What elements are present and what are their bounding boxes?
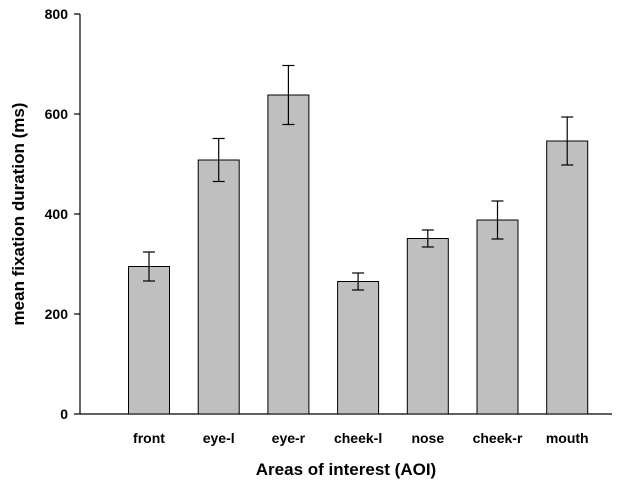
y-axis-ticks: 0 200 400 600 800 [45,6,80,422]
error-bars [143,64,574,291]
x-tick-label-eye-r: eye-r [272,430,306,446]
x-tick-label-nose: nose [411,430,444,446]
bar-cheek-r [476,219,519,415]
y-tick-label: 600 [45,106,69,122]
x-axis-ticks: front eye-l eye-r cheek-l nose cheek-r mouth [133,430,589,446]
y-tick-label: 200 [45,306,69,322]
bar-nose [406,238,449,415]
y-tick-label: 400 [45,206,69,222]
x-tick-label-cheek-r: cheek-r [473,430,523,446]
bar-front [128,266,170,415]
y-tick-label: 800 [45,6,69,22]
bar-eye-r [267,94,310,415]
y-axis-title: mean fixation duration (ms) [9,103,28,326]
bar-eye-l [197,159,240,415]
y-tick-label: 0 [60,406,68,422]
x-tick-label-mouth: mouth [546,430,589,446]
x-tick-label-eye-l: eye-l [203,430,235,446]
bars [128,94,589,415]
x-axis-title: Areas of interest (AOI) [256,460,436,479]
bar-mouth [546,140,589,415]
bar-cheek-l [337,281,380,415]
x-tick-label-cheek-l: cheek-l [334,430,382,446]
x-tick-label-front: front [133,430,165,446]
